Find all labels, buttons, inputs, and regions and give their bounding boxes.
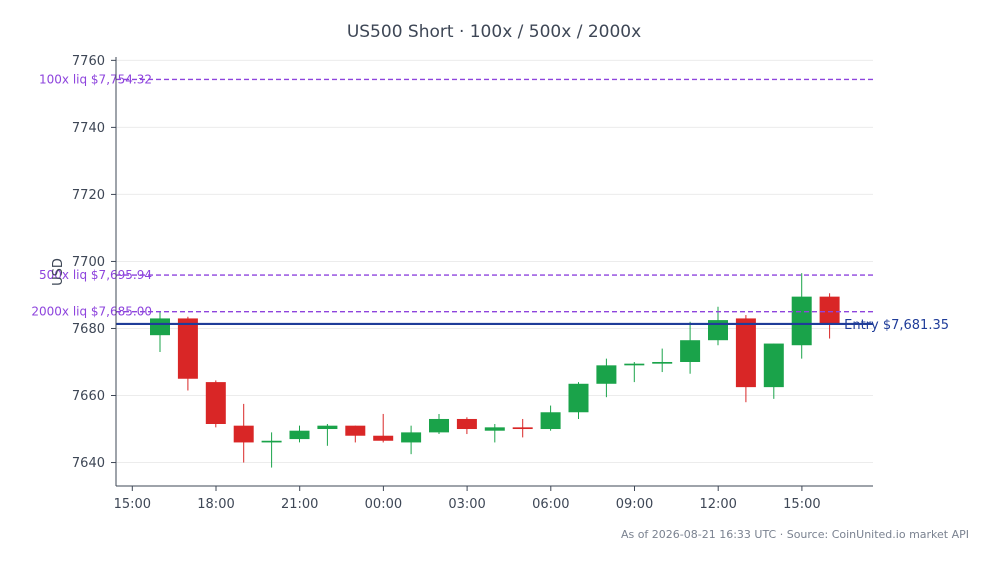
axes xyxy=(115,57,873,487)
candle-body xyxy=(791,296,812,346)
y-axis: 7640 7660 7680 7700 7720 7740 7760 xyxy=(72,54,116,471)
candle-body xyxy=(819,296,840,324)
candle-body xyxy=(652,361,673,364)
candle xyxy=(261,432,282,468)
x-tick-label: 09:00 xyxy=(616,497,653,512)
chart-title: US500 Short · 100x / 500x / 2000x xyxy=(347,22,641,42)
candle xyxy=(345,425,366,443)
candle xyxy=(680,321,701,374)
candle xyxy=(735,315,756,403)
candle-body xyxy=(540,412,561,430)
candle-body xyxy=(401,432,422,443)
candle-body xyxy=(596,365,617,384)
candle xyxy=(652,348,673,373)
liquidation-label: 2000x liq $7,685.00 xyxy=(31,305,152,319)
y-tick-label: 7680 xyxy=(72,322,105,337)
candle xyxy=(568,382,589,419)
candles xyxy=(150,273,840,468)
candle-body xyxy=(345,425,366,436)
footer-source: As of 2026-08-21 16:33 UTC · Source: Coi… xyxy=(621,528,969,541)
candle-body xyxy=(568,383,589,413)
candle xyxy=(456,417,477,435)
liquidation-label: 100x liq $7,754.32 xyxy=(39,72,152,86)
candle xyxy=(540,405,561,431)
candle-body xyxy=(708,320,728,341)
candle-body xyxy=(289,430,310,440)
y-tick-label: 7700 xyxy=(72,255,105,270)
y-tick-label: 7660 xyxy=(72,389,105,404)
x-tick-label: 03:00 xyxy=(448,497,485,512)
x-tick-label: 06:00 xyxy=(532,497,569,512)
candle-body xyxy=(680,340,701,362)
entry-label: Entry $7,681.35 xyxy=(844,318,949,333)
candle xyxy=(624,361,645,383)
candle xyxy=(177,316,198,391)
reference-lines: 100x liq $7,754.32 500x liq $7,695.94 2000… xyxy=(31,72,949,333)
candle xyxy=(763,343,784,399)
candle-body xyxy=(373,435,394,441)
x-tick-label: 12:00 xyxy=(699,497,736,512)
candle xyxy=(233,403,254,463)
candle-body xyxy=(735,318,756,388)
candle xyxy=(512,418,533,438)
candle xyxy=(401,425,422,455)
grid-lines xyxy=(116,59,873,464)
x-tick-label: 15:00 xyxy=(783,497,820,512)
candle xyxy=(373,413,394,443)
candle-body xyxy=(261,440,282,443)
x-tick-label: 18:00 xyxy=(197,497,234,512)
candle xyxy=(317,423,338,446)
candle xyxy=(484,423,505,443)
candle xyxy=(708,306,728,346)
candle xyxy=(289,425,310,443)
candle-body xyxy=(484,427,505,431)
candle-body xyxy=(150,318,170,336)
candle xyxy=(205,380,226,428)
y-tick-label: 7760 xyxy=(72,54,105,69)
candle xyxy=(819,293,840,339)
x-tick-label: 21:00 xyxy=(281,497,318,512)
x-tick-label: 15:00 xyxy=(114,497,151,512)
candle-body xyxy=(317,425,338,430)
candle-body xyxy=(205,382,226,424)
candle-body xyxy=(429,418,449,433)
candle xyxy=(150,311,170,352)
y-axis-label: USD xyxy=(51,258,66,286)
candle-body xyxy=(456,418,477,430)
liquidation-label: 500x liq $7,695.94 xyxy=(39,268,152,282)
y-tick-label: 7720 xyxy=(72,188,105,203)
candle-body xyxy=(233,425,254,443)
candle-body xyxy=(763,343,784,388)
y-tick-label: 7640 xyxy=(72,456,105,471)
x-tick-label: 00:00 xyxy=(365,497,402,512)
candle xyxy=(429,413,449,435)
candle-body xyxy=(177,318,198,379)
y-tick-label: 7740 xyxy=(72,121,105,136)
candle-body xyxy=(512,427,533,430)
candle xyxy=(596,358,617,398)
candle-body xyxy=(624,363,645,366)
x-axis: 15:00 18:00 21:00 00:00 03:00 06:00 09:00 12:00… xyxy=(114,486,821,512)
candle xyxy=(791,273,812,359)
